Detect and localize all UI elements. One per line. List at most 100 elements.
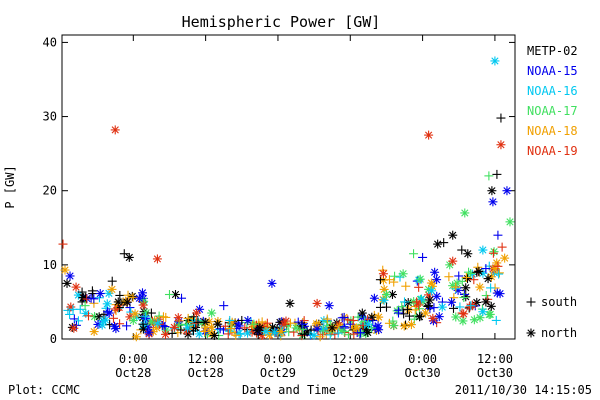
background-point (423, 301, 433, 311)
x-axis-label: Date and Time (242, 383, 336, 397)
background-point (495, 289, 505, 299)
background-point (167, 328, 177, 338)
plot-frame (61, 34, 516, 340)
data-point (183, 323, 193, 333)
background-point (356, 328, 366, 338)
background-point (138, 300, 148, 310)
data-point (469, 275, 479, 285)
background-point (464, 267, 474, 277)
north-marker-icon (526, 328, 536, 338)
data-point (457, 245, 467, 255)
data-point (400, 297, 410, 307)
background-point (399, 309, 409, 319)
background-point (398, 269, 408, 279)
data-point (427, 286, 437, 296)
background-point (389, 277, 399, 287)
background-point (144, 327, 154, 337)
data-point (357, 308, 367, 318)
background-point (115, 290, 125, 300)
background-point (77, 287, 87, 297)
legend-entry: NOAA-15 (527, 64, 578, 78)
background-point (428, 313, 438, 323)
y-tick-label: 0 (50, 332, 57, 346)
y-tick-label: 20 (43, 184, 57, 198)
data-point (146, 308, 156, 318)
x-tick-time-label: 0:00 (408, 352, 437, 366)
background-point (466, 269, 476, 279)
x-tick-date-label: Oct30 (405, 366, 441, 380)
background-point (95, 289, 105, 299)
data-points (58, 56, 515, 342)
data-point (424, 130, 434, 140)
y-axis-label: P [GW] (3, 165, 17, 208)
background-point (478, 307, 488, 317)
background-point (102, 299, 112, 309)
data-point (490, 56, 500, 66)
data-point (333, 328, 343, 338)
background-point (130, 309, 140, 319)
background-point (318, 326, 328, 336)
background-point (461, 272, 471, 282)
background-point (161, 312, 171, 322)
background-point (486, 283, 496, 293)
x-tick-time-label: 0:00 (264, 352, 293, 366)
background-point (467, 300, 477, 310)
background-point (87, 286, 97, 296)
background-point (451, 312, 461, 322)
marker-legend-label: north (541, 326, 577, 340)
chart-title: Hemispheric Power [GW] (182, 13, 381, 31)
background-point (128, 292, 138, 302)
background-point (110, 321, 120, 331)
data-point (152, 254, 162, 264)
x-tick-time-label: 12:00 (332, 352, 368, 366)
data-point (348, 315, 358, 325)
background-point (176, 325, 186, 335)
y-axis-ticks: 0 10 20 30 40 (43, 35, 515, 346)
background-point (300, 329, 310, 339)
data-point (65, 271, 75, 281)
data-point (409, 249, 419, 259)
background-point (494, 268, 504, 278)
background-point (448, 303, 458, 313)
data-point (297, 319, 307, 329)
legend: METP-02 NOAA-15 NOAA-16 NOAA-17 NOAA-18 NOAA-… (527, 44, 578, 158)
background-point (459, 293, 469, 303)
background-point (207, 322, 217, 332)
background-point (147, 316, 157, 326)
data-point (128, 315, 138, 325)
background-noise-points (63, 242, 510, 341)
south-marker-icon (526, 297, 536, 307)
background-point (322, 314, 332, 324)
y-tick-label: 40 (43, 35, 57, 49)
background-point (73, 316, 83, 326)
background-point (414, 304, 424, 314)
background-point (122, 297, 132, 307)
data-point (430, 267, 440, 277)
background-point (285, 318, 295, 328)
background-point (401, 281, 411, 291)
legend-entry: NOAA-18 (527, 124, 578, 138)
background-point (138, 319, 148, 329)
background-point (489, 247, 499, 257)
background-point (425, 295, 435, 305)
background-point (461, 283, 471, 293)
data-point (415, 312, 425, 322)
data-point (493, 261, 503, 271)
data-point (219, 301, 229, 311)
background-point (226, 323, 236, 333)
background-point (81, 292, 91, 302)
data-point (439, 238, 449, 248)
data-point (451, 282, 461, 292)
background-point (483, 274, 493, 284)
background-point (429, 303, 439, 313)
data-point (131, 332, 141, 342)
data-point (71, 282, 81, 292)
data-point (463, 249, 473, 259)
data-point (312, 298, 322, 308)
background-point (437, 302, 447, 312)
background-point (358, 320, 368, 330)
data-point (487, 186, 497, 196)
data-point (381, 290, 391, 300)
x-tick-time-label: 12:00 (188, 352, 224, 366)
background-point (469, 315, 479, 325)
